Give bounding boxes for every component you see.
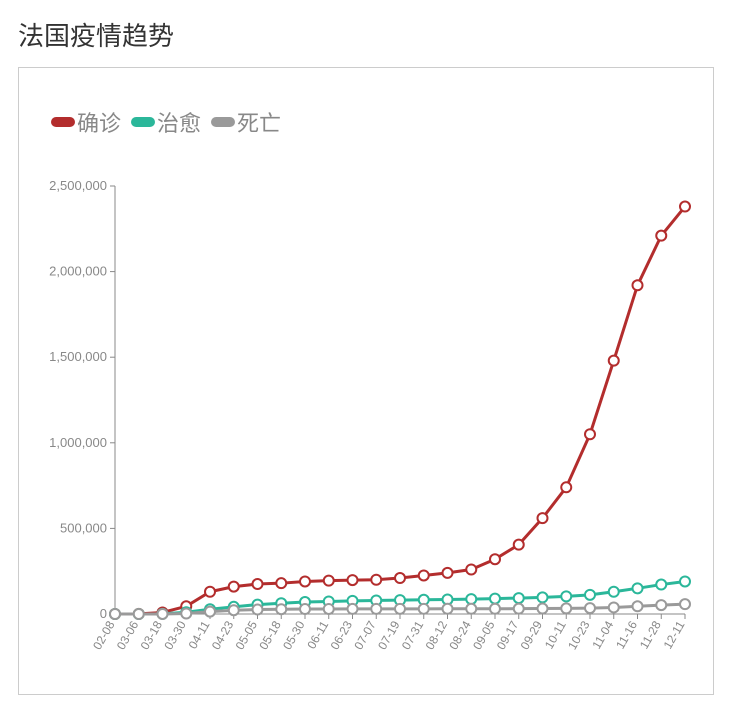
chart-legend: 确诊 治愈 死亡 [51, 106, 281, 138]
legend-item[interactable]: 确诊 [51, 106, 121, 138]
page-title: 法国疫情趋势 [18, 16, 714, 53]
svg-text:03-30: 03-30 [161, 618, 189, 652]
svg-text:0: 0 [100, 606, 107, 621]
svg-text:1,500,000: 1,500,000 [49, 349, 107, 364]
svg-text:05-30: 05-30 [280, 618, 308, 652]
svg-text:07-31: 07-31 [399, 618, 427, 652]
svg-text:09-29: 09-29 [518, 618, 546, 652]
svg-text:500,000: 500,000 [60, 520, 107, 535]
svg-text:11-28: 11-28 [637, 618, 664, 651]
svg-text:04-11: 04-11 [186, 618, 213, 651]
svg-text:05-18: 05-18 [256, 618, 284, 652]
svg-text:08-24: 08-24 [446, 618, 474, 652]
svg-text:08-12: 08-12 [423, 618, 451, 652]
legend-swatch [211, 117, 235, 127]
svg-text:06-11: 06-11 [304, 618, 331, 651]
svg-text:03-18: 03-18 [138, 618, 166, 652]
svg-text:2,500,000: 2,500,000 [49, 178, 107, 193]
svg-text:03-06: 03-06 [114, 618, 142, 652]
legend-label: 治愈 [157, 106, 201, 138]
legend-swatch [51, 117, 75, 127]
legend-item[interactable]: 死亡 [211, 106, 281, 138]
svg-text:02-08: 02-08 [90, 618, 118, 652]
legend-swatch [131, 117, 155, 127]
svg-text:05-05: 05-05 [233, 618, 261, 652]
svg-text:07-07: 07-07 [351, 618, 379, 652]
legend-label: 确诊 [77, 106, 121, 138]
legend-item[interactable]: 治愈 [131, 106, 201, 138]
svg-text:2,000,000: 2,000,000 [49, 264, 107, 279]
svg-text:12-11: 12-11 [661, 618, 688, 651]
legend-label: 死亡 [237, 106, 281, 138]
svg-text:11-16: 11-16 [613, 618, 640, 651]
svg-text:06-23: 06-23 [328, 618, 356, 652]
svg-text:10-23: 10-23 [565, 618, 593, 652]
svg-text:10-11: 10-11 [542, 618, 569, 651]
svg-text:11-04: 11-04 [589, 618, 616, 651]
trend-chart: 确诊 治愈 死亡 0 500,000 1,000,000 1,500,000 2,000,0… [18, 67, 714, 695]
svg-text:07-19: 07-19 [375, 618, 403, 652]
svg-text:09-17: 09-17 [494, 618, 522, 652]
svg-text:1,000,000: 1,000,000 [49, 435, 107, 450]
svg-text:09-05: 09-05 [470, 618, 498, 652]
svg-text:04-23: 04-23 [209, 618, 237, 652]
chart-plot: 0 500,000 1,000,000 1,500,000 2,000,000 2,500… [37, 168, 697, 676]
